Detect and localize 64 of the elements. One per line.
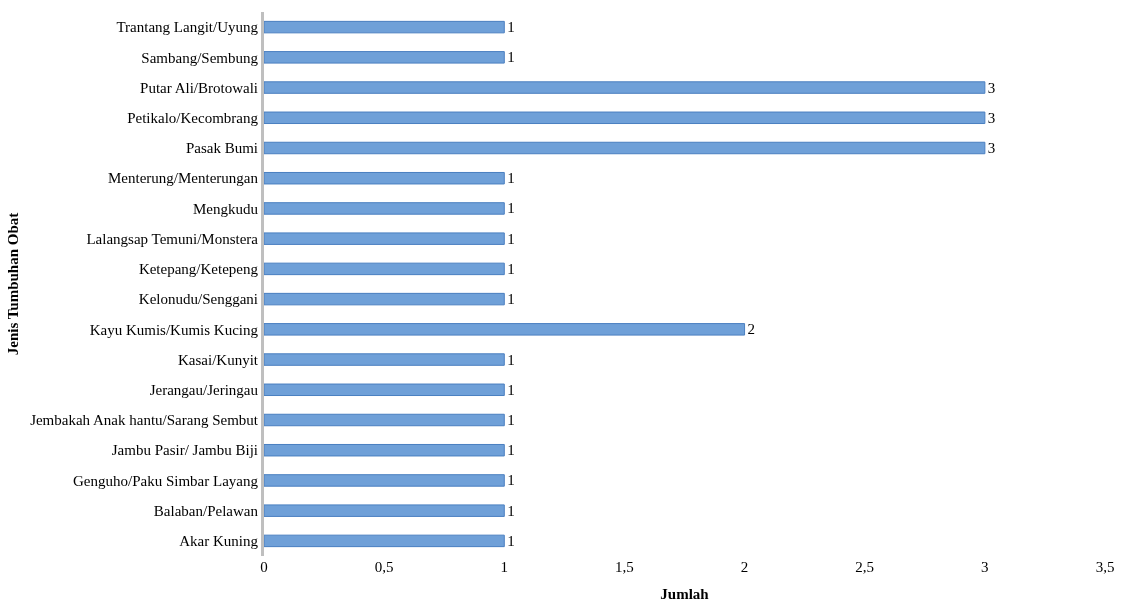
data-label: 1 xyxy=(507,260,515,277)
y-tick-label: Sambang/Sembung xyxy=(141,49,259,66)
y-tick-label: Jembakah Anak hantu/Sarang Sembut xyxy=(30,412,259,429)
y-tick-label: Jambu Pasir/ Jambu Biji xyxy=(111,442,258,459)
x-axis-title: Jumlah xyxy=(660,586,710,602)
y-tick-label: Kelonudu/Senggani xyxy=(138,291,258,308)
x-tick-label: 2 xyxy=(740,559,749,575)
data-label: 1 xyxy=(507,351,515,368)
data-label: 1 xyxy=(507,442,515,459)
data-label: 1 xyxy=(507,200,515,217)
y-tick-label: Ketepang/Ketepeng xyxy=(138,261,259,278)
data-label: 1 xyxy=(507,170,515,187)
y-tick-label: Pasak Bumi xyxy=(185,140,258,157)
x-tick-label: 3 xyxy=(981,559,989,575)
data-label: 1 xyxy=(507,472,515,489)
data-label: 1 xyxy=(507,532,515,549)
y-tick-label: Lalangsap Temuni/Monstera xyxy=(86,230,259,247)
y-tick-label: Kasai/Kunyit xyxy=(178,351,259,368)
y-tick-label: Kayu Kumis/Kumis Kucing xyxy=(89,321,259,338)
data-label: 1 xyxy=(507,412,515,428)
data-label: 1 xyxy=(507,49,515,66)
data-label: 1 xyxy=(507,291,515,308)
y-tick-label: Petikalo/Kecombrang xyxy=(127,110,259,127)
data-label: 3 xyxy=(987,140,996,156)
y-axis-title: Jenis Tumbuhan Obat xyxy=(5,212,22,356)
data-label: 1 xyxy=(507,230,515,247)
bar xyxy=(264,202,505,215)
data-label: 1 xyxy=(507,19,515,36)
y-tick-label: Akar Kuning xyxy=(179,533,259,550)
bar xyxy=(264,111,986,125)
bar xyxy=(264,141,986,155)
y-tick-label: Menterung/Menterungan xyxy=(108,170,259,187)
bar xyxy=(264,232,505,245)
x-tick-label: 0,5 xyxy=(374,559,394,575)
bar xyxy=(264,504,505,517)
bar xyxy=(264,443,505,457)
x-tick-label: 0 xyxy=(260,559,268,575)
data-label: 3 xyxy=(987,109,996,126)
y-tick-label: Jerangau/Jeringau xyxy=(149,382,259,399)
x-tick-label: 2,5 xyxy=(855,559,875,575)
bar xyxy=(264,20,505,34)
bar xyxy=(264,323,746,336)
data-label: 3 xyxy=(987,79,996,96)
bar xyxy=(264,81,986,94)
bar xyxy=(264,171,505,185)
bar xyxy=(264,413,505,427)
data-label: 2 xyxy=(747,321,756,338)
x-tick-label: 1 xyxy=(500,559,509,575)
x-tick-label: 1,5 xyxy=(615,559,634,575)
bar xyxy=(264,474,505,487)
y-tick-label: Genguho/Paku Simbar Layang xyxy=(73,472,259,489)
data-label: 1 xyxy=(507,381,515,398)
bar xyxy=(264,262,505,276)
bar xyxy=(264,383,505,397)
bar xyxy=(264,51,505,64)
data-label: 1 xyxy=(507,502,515,519)
bar xyxy=(264,534,505,548)
bar xyxy=(264,292,505,306)
y-tick-label: Balaban/Pelawan xyxy=(153,502,259,519)
x-tick-label: 3,5 xyxy=(1095,559,1115,575)
y-tick-label: Putar Ali/Brotowali xyxy=(140,79,258,96)
bar xyxy=(264,353,505,366)
y-tick-label: Trantang Langit/Uyung xyxy=(116,19,259,36)
y-tick-label: Mengkudu xyxy=(193,200,259,217)
